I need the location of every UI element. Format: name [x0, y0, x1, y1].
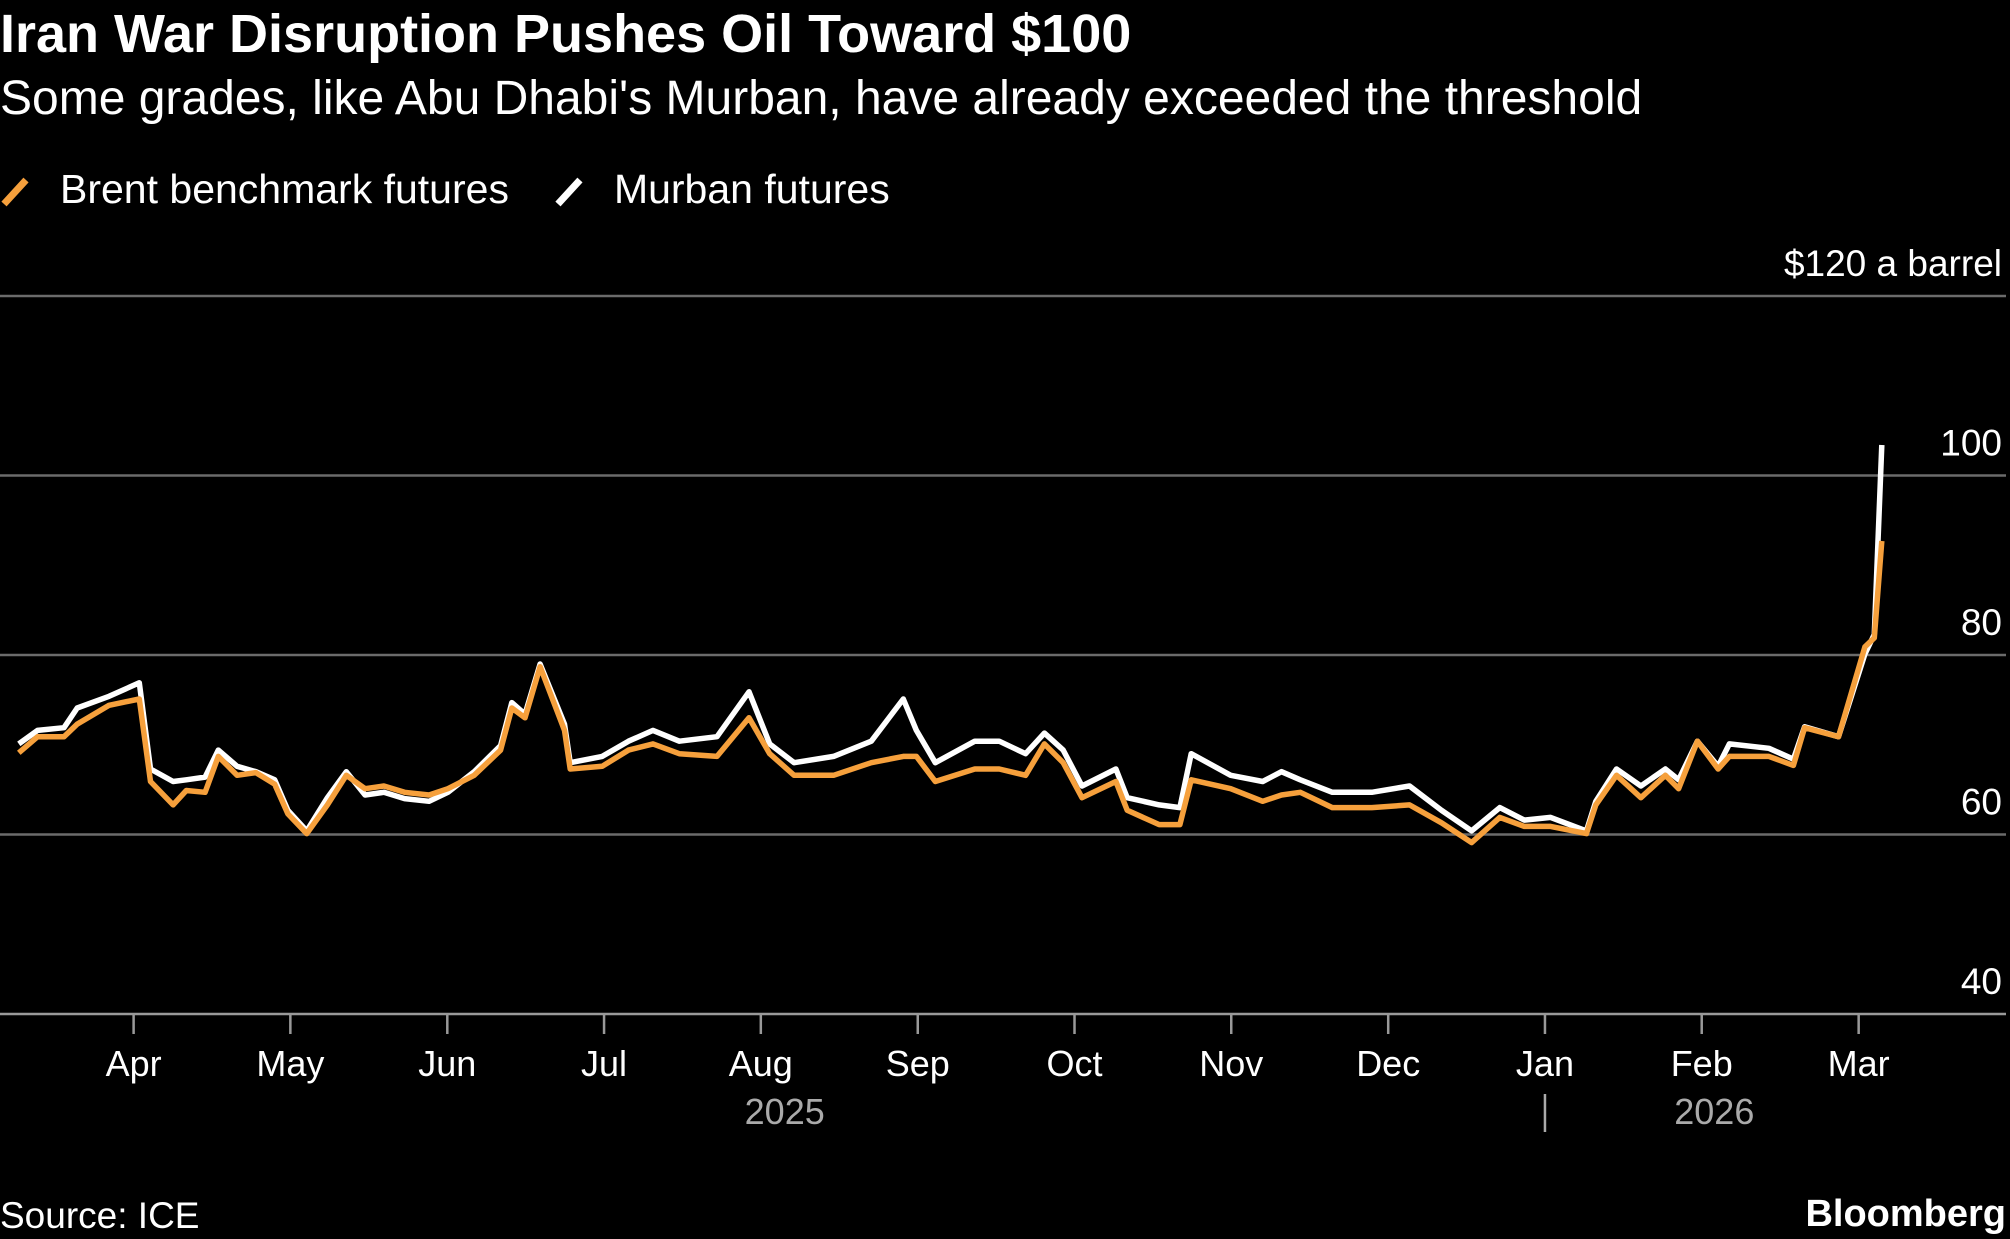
x-tick-label: Jul	[581, 1043, 627, 1084]
year-label: 2026	[1674, 1091, 1754, 1132]
y-tick-label: 40	[1961, 961, 2002, 1002]
x-tick-label: Oct	[1047, 1043, 1103, 1084]
year-label: 2025	[745, 1091, 825, 1132]
x-tick-label: Jun	[418, 1043, 476, 1084]
x-tick-label: Aug	[729, 1043, 793, 1084]
y-tick-label: 80	[1961, 602, 2002, 643]
x-tick-label: Dec	[1356, 1043, 1420, 1084]
x-tick-label: Apr	[106, 1043, 162, 1084]
legend-label: Murban futures	[614, 166, 890, 212]
x-tick-label: Nov	[1199, 1043, 1263, 1084]
x-tick-label: Jan	[1516, 1043, 1574, 1084]
series-line	[17, 540, 1885, 846]
legend-swatch	[1, 177, 29, 207]
x-tick-label: Feb	[1671, 1043, 1733, 1084]
source: Source: ICE	[0, 1195, 199, 1236]
y-tick-label: 100	[1940, 423, 2002, 464]
x-tick-label: Mar	[1828, 1043, 1890, 1084]
chart-subtitle: Some grades, like Abu Dhabi's Murban, ha…	[0, 72, 1642, 125]
y-tick-label: 60	[1961, 782, 2002, 823]
x-tick-label: May	[256, 1043, 324, 1084]
chart-title: Iran War Disruption Pushes Oil Toward $1…	[0, 4, 1131, 64]
brand: Bloomberg	[1805, 1193, 2006, 1235]
y-tick-label: $120 a barrel	[1784, 243, 2002, 284]
legend-label: Brent benchmark futures	[60, 166, 509, 212]
legend-swatch	[555, 177, 583, 207]
x-tick-label: Sep	[886, 1043, 950, 1084]
